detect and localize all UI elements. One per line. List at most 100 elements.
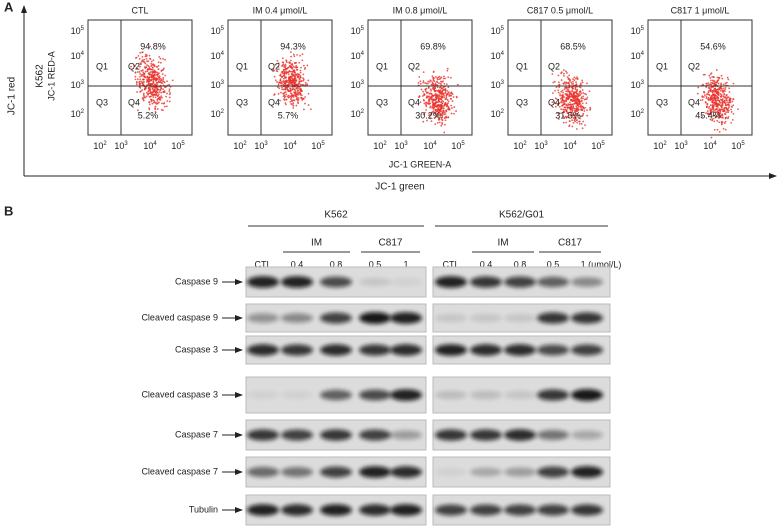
event-dot xyxy=(578,91,581,94)
event-dot xyxy=(434,115,437,118)
event-dot xyxy=(285,98,288,101)
event-dot xyxy=(155,90,158,93)
event-dot xyxy=(149,91,152,94)
event-dot xyxy=(438,118,440,121)
tick-exp: 2 xyxy=(663,141,667,147)
event-dot xyxy=(559,97,562,100)
event-dot xyxy=(443,94,445,97)
blot-band xyxy=(537,430,569,440)
treatment-label: C817 xyxy=(558,238,582,249)
event-dot xyxy=(575,99,577,102)
blot-band xyxy=(390,504,422,516)
event-dot xyxy=(713,120,716,123)
tick-base: 10 xyxy=(143,141,153,151)
tick-base: 10 xyxy=(394,141,404,151)
event-dot xyxy=(568,125,571,128)
tick-base: 10 xyxy=(283,141,293,151)
event-dot xyxy=(292,102,295,105)
tick-label: 105 xyxy=(451,141,465,152)
event-dot xyxy=(277,93,280,95)
event-dot xyxy=(572,105,575,108)
q2-percent: 54.6% xyxy=(700,41,726,51)
event-dot xyxy=(713,128,716,131)
event-dot xyxy=(151,68,154,71)
event-dot xyxy=(722,127,725,130)
tick-exp: 4 xyxy=(713,141,717,147)
event-dot xyxy=(432,77,435,79)
event-dot xyxy=(445,96,448,99)
event-dot xyxy=(144,53,147,56)
event-dot xyxy=(552,81,555,84)
blot-band xyxy=(247,276,279,288)
event-dot xyxy=(565,98,568,101)
blot-band xyxy=(470,344,502,356)
event-dot xyxy=(728,99,731,102)
blot-band xyxy=(470,276,502,288)
event-dot xyxy=(709,104,712,106)
event-dot xyxy=(711,119,714,122)
event-dot xyxy=(304,83,307,86)
event-dot xyxy=(727,115,730,118)
event-dot xyxy=(433,88,436,91)
event-dot xyxy=(150,65,153,67)
event-dot xyxy=(426,102,429,105)
event-dot xyxy=(288,76,290,78)
event-dot xyxy=(709,96,712,99)
event-dot xyxy=(562,121,565,124)
event-dot xyxy=(425,82,428,85)
event-dot xyxy=(565,90,568,93)
event-dot xyxy=(555,98,558,101)
event-dot xyxy=(162,77,165,79)
blot-band xyxy=(390,344,422,356)
event-dot xyxy=(296,68,299,71)
event-dot xyxy=(436,95,438,97)
event-dot xyxy=(710,83,713,86)
event-dot xyxy=(429,98,431,101)
event-dot xyxy=(303,108,305,111)
event-dot xyxy=(583,110,586,112)
event-dot xyxy=(434,83,436,86)
event-dot xyxy=(291,79,293,82)
event-dot xyxy=(309,108,312,111)
event-dot xyxy=(730,121,733,124)
event-dot xyxy=(578,100,581,102)
event-dot xyxy=(144,96,147,99)
event-dot xyxy=(578,120,581,123)
tick-base: 10 xyxy=(674,141,684,151)
event-dot xyxy=(455,110,457,112)
event-dot xyxy=(707,84,709,86)
event-dot xyxy=(307,92,310,95)
event-dot xyxy=(300,94,303,97)
event-dot xyxy=(296,54,298,56)
tick-exp: 2 xyxy=(523,141,527,147)
tick-exp: 5 xyxy=(361,26,365,32)
event-dot xyxy=(281,88,284,91)
event-dot xyxy=(160,78,162,80)
event-dot xyxy=(306,64,309,67)
event-dot xyxy=(304,102,306,105)
event-dot xyxy=(141,89,144,91)
event-dot xyxy=(716,97,719,100)
event-dot xyxy=(582,97,584,100)
event-dot xyxy=(295,79,298,82)
event-dot xyxy=(568,91,571,93)
event-dot xyxy=(565,103,568,106)
y-axis-label: JC-1 red xyxy=(7,77,18,115)
event-dot xyxy=(422,120,425,123)
event-dot xyxy=(716,108,719,111)
event-dot xyxy=(156,108,159,110)
event-dot xyxy=(560,72,562,75)
event-dot xyxy=(571,100,574,103)
event-dot xyxy=(577,95,580,98)
event-dot xyxy=(435,110,438,113)
event-dot xyxy=(154,86,157,89)
event-dot xyxy=(705,97,708,100)
event-dot xyxy=(423,102,426,105)
event-dot xyxy=(716,99,719,102)
event-dot xyxy=(712,105,715,108)
event-dot xyxy=(140,60,143,63)
event-dot xyxy=(575,95,577,98)
event-dot xyxy=(293,55,296,58)
event-dot xyxy=(570,93,573,95)
event-dot xyxy=(301,59,304,62)
